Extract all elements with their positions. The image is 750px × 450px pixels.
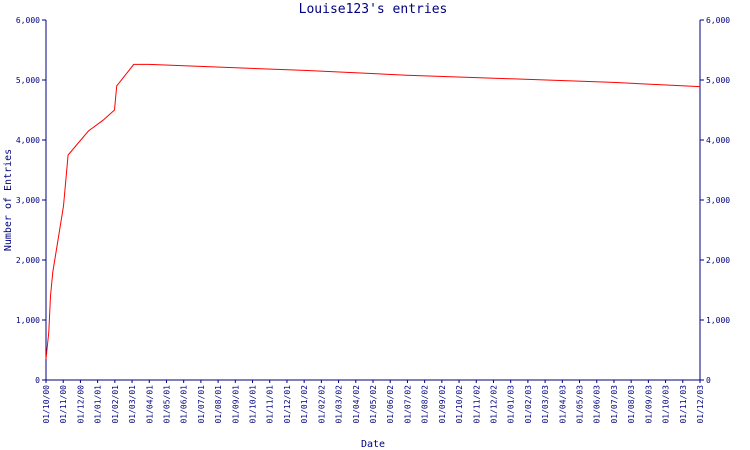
x-tick-label: 01/09/03 xyxy=(644,385,653,424)
x-tick-label: 01/11/02 xyxy=(472,385,481,424)
y-tick-label-right: 5,000 xyxy=(706,76,730,85)
x-tick-label: 01/07/03 xyxy=(610,385,619,424)
y-axis-title: Number of Entries xyxy=(3,149,14,251)
x-tick-label: 01/12/03 xyxy=(696,385,705,424)
x-tick-label: 01/10/00 xyxy=(42,385,51,424)
x-tick-label: 01/11/01 xyxy=(266,385,275,424)
x-tick-label: 01/09/01 xyxy=(231,385,240,424)
x-tick-label: 01/05/01 xyxy=(162,385,171,424)
ticks: 0 0 1,000 1,000 2,000 2,000 3,000 3,000 4,000 4,0… xyxy=(16,16,730,424)
x-tick-label: 01/02/01 xyxy=(111,385,120,424)
chart-title: Louise123's entries xyxy=(299,2,448,17)
x-tick-label: 01/04/02 xyxy=(352,385,361,424)
y-tick-label-left: 5,000 xyxy=(16,76,40,85)
x-axis-title: Date xyxy=(361,439,385,450)
x-tick-label: 01/05/03 xyxy=(576,385,585,424)
x-tick-label: 01/10/02 xyxy=(455,385,464,424)
y-tick-label-right: 2,000 xyxy=(706,256,730,265)
x-tick-label: 01/11/00 xyxy=(59,385,68,424)
y-tick-label-left: 4,000 xyxy=(16,136,40,145)
x-tick-label: 01/02/02 xyxy=(317,385,326,424)
x-tick-label: 01/11/03 xyxy=(679,385,688,424)
x-tick-label: 01/03/02 xyxy=(335,385,344,424)
x-tick-label: 01/06/03 xyxy=(593,385,602,424)
y-tick-label-right: 0 xyxy=(706,376,711,385)
y-tick-label-right: 4,000 xyxy=(706,136,730,145)
x-tick-label: 01/03/01 xyxy=(128,385,137,424)
x-tick-label: 01/12/00 xyxy=(76,385,85,424)
y-tick-label-left: 2,000 xyxy=(16,256,40,265)
x-tick-label: 01/01/03 xyxy=(507,385,516,424)
y-tick-label-right: 3,000 xyxy=(706,196,730,205)
y-tick-label-left: 3,000 xyxy=(16,196,40,205)
x-tick-label: 01/04/03 xyxy=(558,385,567,424)
x-tick-label: 01/01/01 xyxy=(94,385,103,424)
x-tick-label: 01/08/02 xyxy=(421,385,430,424)
y-tick-label-right: 6,000 xyxy=(706,16,730,25)
x-tick-label: 01/10/03 xyxy=(662,385,671,424)
x-tick-label: 01/02/03 xyxy=(524,385,533,424)
x-tick-label: 01/12/01 xyxy=(283,385,292,424)
y-tick-label-left: 1,000 xyxy=(16,316,40,325)
x-tick-label: 01/04/01 xyxy=(145,385,154,424)
series-layer xyxy=(45,63,701,360)
x-tick-label: 01/07/02 xyxy=(403,385,412,424)
x-tick-label: 01/01/02 xyxy=(300,385,309,424)
x-tick-label: 01/09/02 xyxy=(438,385,447,424)
x-tick-label: 01/03/03 xyxy=(541,385,550,424)
x-tick-label: 01/07/01 xyxy=(197,385,206,424)
x-tick-label: 01/10/01 xyxy=(249,385,258,424)
x-tick-label: 01/06/01 xyxy=(180,385,189,424)
series-line xyxy=(45,63,701,360)
x-tick-label: 01/08/03 xyxy=(627,385,636,424)
x-tick-label: 01/06/02 xyxy=(386,385,395,424)
x-tick-label: 01/08/01 xyxy=(214,385,223,424)
y-tick-label-left: 6,000 xyxy=(16,16,40,25)
x-tick-label: 01/05/02 xyxy=(369,385,378,424)
x-tick-label: 01/12/02 xyxy=(489,385,498,424)
y-tick-label-right: 1,000 xyxy=(706,316,730,325)
y-tick-label-left: 0 xyxy=(35,376,40,385)
